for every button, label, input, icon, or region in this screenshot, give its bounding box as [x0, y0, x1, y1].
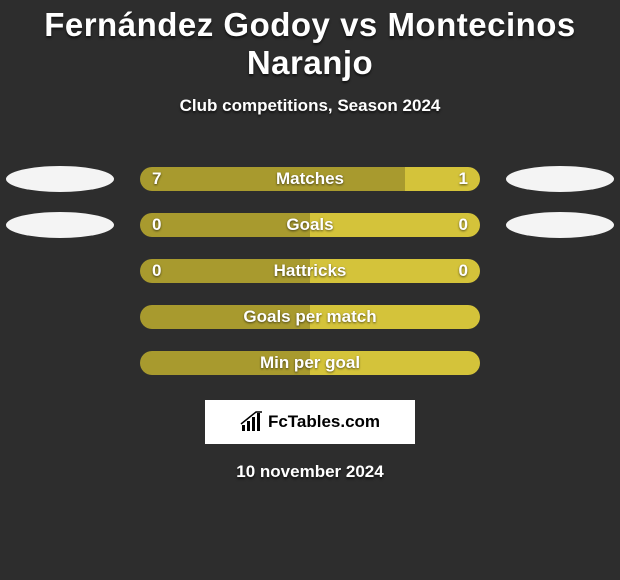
brand-box: FcTables.com — [205, 400, 415, 444]
stat-bar-left — [140, 351, 310, 375]
stat-bar: Min per goal — [140, 351, 480, 375]
player-left-oval — [6, 166, 114, 192]
stat-bar: Goals per match — [140, 305, 480, 329]
stat-bar-right — [310, 213, 480, 237]
stat-bar-right — [310, 305, 480, 329]
stat-row: Hattricks00 — [0, 248, 620, 294]
stat-bar-right — [405, 167, 480, 191]
player-right-oval — [506, 212, 614, 238]
stat-bar: Matches71 — [140, 167, 480, 191]
stat-bar: Goals00 — [140, 213, 480, 237]
stat-row: Min per goal — [0, 340, 620, 386]
player-left-oval — [6, 212, 114, 238]
stats-rows: Matches71 Goals00 Hattricks00 Goals per mat… — [0, 156, 620, 386]
stat-bar-left — [140, 305, 310, 329]
brand-text: FcTables.com — [268, 412, 380, 432]
stat-bar-right — [310, 259, 480, 283]
stat-bar: Hattricks00 — [140, 259, 480, 283]
stat-bar-left — [140, 259, 310, 283]
page-title: Fernández Godoy vs Montecinos Naranjo — [0, 0, 620, 82]
stat-row: Goals00 — [0, 202, 620, 248]
date-text: 10 november 2024 — [0, 462, 620, 482]
stat-row: Goals per match — [0, 294, 620, 340]
stat-bar-left — [140, 167, 405, 191]
stat-row: Matches71 — [0, 156, 620, 202]
page-subtitle: Club competitions, Season 2024 — [0, 96, 620, 116]
player-right-oval — [506, 166, 614, 192]
stat-bar-left — [140, 213, 310, 237]
chart-icon — [240, 411, 264, 433]
stat-bar-right — [310, 351, 480, 375]
